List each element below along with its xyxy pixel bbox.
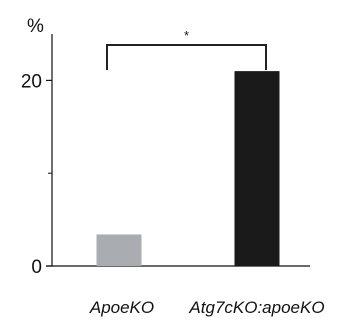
y-tick-label: 20	[21, 71, 42, 92]
y-axis: 0 20	[21, 34, 53, 278]
category-label: ApoeKO	[89, 298, 154, 317]
category-labels: ApoeKO Atg7cKO:apoeKO	[89, 298, 325, 317]
bracket-line	[106, 44, 267, 70]
bars	[96, 71, 280, 267]
category-label: Atg7cKO:apoeKO	[188, 298, 324, 317]
y-tick-label: 0	[31, 257, 42, 278]
bar-apoeko	[96, 234, 142, 266]
y-unit-label: %	[27, 16, 44, 37]
significance-bracket: *	[106, 28, 267, 70]
significance-star: *	[184, 28, 189, 43]
bar-atg7cko-apoeko	[234, 71, 280, 267]
